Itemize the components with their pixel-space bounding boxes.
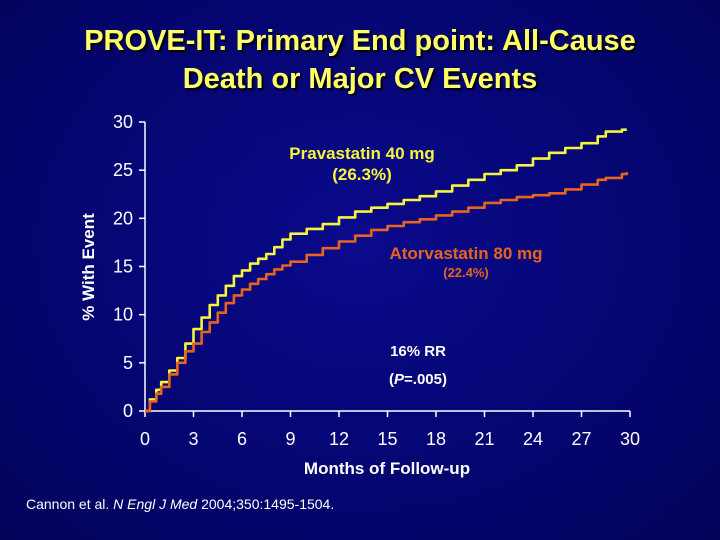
y-tick-label: 0 xyxy=(123,401,133,421)
slide-title: PROVE-IT: Primary End point: All-Cause D… xyxy=(0,22,720,98)
relative-risk-label: 16% RR xyxy=(390,343,446,360)
y-tick-label: 30 xyxy=(113,112,133,132)
p-value-symbol: P xyxy=(394,371,405,388)
pravastatin-rate-label: (26.3%) xyxy=(332,165,392,184)
x-tick-label: 27 xyxy=(571,429,591,449)
x-tick-label: 24 xyxy=(523,429,543,449)
x-tick-label: 21 xyxy=(474,429,494,449)
x-tick-label: 18 xyxy=(426,429,446,449)
x-tick-label: 12 xyxy=(329,429,349,449)
atorvastatin-label: Atorvastatin 80 mg xyxy=(389,244,542,263)
p-value-label: (P=.005) xyxy=(389,371,447,388)
p-value-rest: =.005) xyxy=(404,371,447,388)
ticks: 0 5 10 15 20 25 30 0 3 6 9 12 15 18 21 24 27 30 xyxy=(113,112,640,449)
x-tick-label: 6 xyxy=(237,429,247,449)
x-tick-label: 15 xyxy=(377,429,397,449)
y-tick-label: 10 xyxy=(113,305,133,325)
pravastatin-label: Pravastatin 40 mg xyxy=(289,144,435,163)
citation: Cannon et al. N Engl J Med 2004;350:1495… xyxy=(26,496,334,512)
citation-details: 2004;350:1495-1504. xyxy=(197,496,335,512)
x-tick-label: 9 xyxy=(285,429,295,449)
x-axis-title: Months of Follow-up xyxy=(304,459,470,478)
title-line-2: Death or Major CV Events xyxy=(182,63,538,95)
y-tick-label: 25 xyxy=(113,160,133,180)
p-value-open: ( xyxy=(389,371,394,388)
title-line-1: PROVE-IT: Primary End point: All-Cause xyxy=(84,25,636,57)
citation-authors: Cannon et al. xyxy=(26,496,114,512)
x-tick-label: 0 xyxy=(140,429,150,449)
y-axis-title: % With Event xyxy=(79,213,98,321)
x-tick-label: 30 xyxy=(620,429,640,449)
series xyxy=(145,128,629,413)
x-tick-label: 3 xyxy=(188,429,198,449)
y-tick-label: 5 xyxy=(123,353,133,373)
atorvastatin-rate-label: (22.4%) xyxy=(443,265,489,280)
pravastatin-line xyxy=(145,128,627,413)
atorvastatin-line xyxy=(145,172,629,413)
citation-journal: N Engl J Med xyxy=(113,496,198,512)
y-tick-label: 20 xyxy=(113,208,133,228)
y-tick-label: 15 xyxy=(113,257,133,277)
